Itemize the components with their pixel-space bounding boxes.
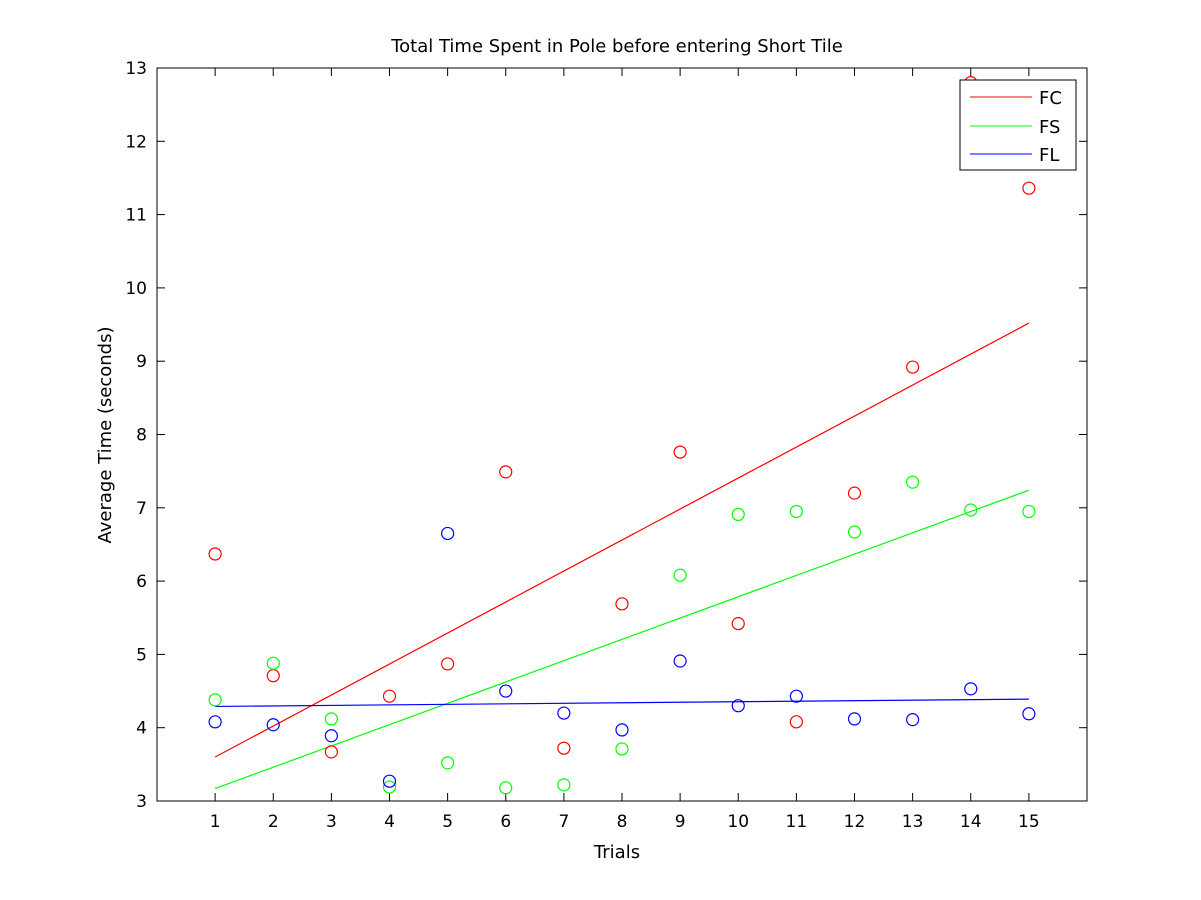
x-tick-label: 10: [727, 812, 749, 832]
point-fs: [731, 507, 745, 521]
point-fl: [673, 654, 687, 668]
point-fc: [731, 617, 745, 631]
point-fc: [441, 657, 455, 671]
y-tick-label: 11: [125, 206, 147, 226]
point-fl: [557, 706, 571, 720]
point-fc: [208, 547, 222, 561]
legend-label-fl: FL: [1039, 145, 1059, 166]
point-fl: [964, 682, 978, 696]
point-fl: [324, 729, 338, 743]
x-axis-label: Trials: [593, 842, 640, 863]
y-tick-label: 8: [136, 426, 147, 446]
x-tick-label: 15: [1018, 812, 1040, 832]
y-tick-label: 10: [125, 279, 147, 299]
point-fc: [557, 741, 571, 755]
trend-line-fl: [215, 698, 1029, 708]
y-tick-label: 13: [125, 59, 147, 79]
x-tick-label: 4: [384, 812, 395, 832]
trend-line-fs: [214, 489, 1030, 790]
point-fl: [1022, 707, 1036, 721]
point-fs: [382, 780, 397, 794]
point-fs: [847, 525, 862, 539]
point-fl: [906, 713, 920, 727]
point-fs: [906, 475, 920, 489]
point-fc: [615, 597, 629, 611]
point-fc: [382, 689, 397, 703]
point-fl: [847, 712, 862, 726]
point-fc: [847, 486, 862, 500]
y-axis-label: Average Time (seconds): [95, 326, 116, 543]
point-fc: [324, 745, 338, 759]
point-fs: [499, 781, 513, 795]
x-tick-label: 3: [326, 812, 337, 832]
x-tick-label: 1: [210, 812, 221, 832]
x-tick-label: 8: [617, 812, 628, 832]
y-tick-label: 7: [136, 499, 147, 519]
point-fs: [615, 742, 629, 756]
point-fl: [208, 715, 222, 729]
point-fs: [208, 693, 222, 707]
point-fs: [789, 504, 803, 519]
trend-lines: [214, 322, 1030, 790]
point-fs: [441, 756, 455, 770]
point-fs: [324, 712, 338, 726]
point-fc: [673, 445, 687, 459]
x-tick-label: 12: [844, 812, 866, 832]
point-fs: [964, 503, 978, 517]
point-fl: [789, 689, 803, 703]
trend-line-fc: [214, 322, 1030, 758]
legend-box: [959, 79, 1077, 171]
x-tick-label: 5: [442, 812, 453, 832]
plot-area: [156, 67, 1088, 802]
point-fc: [906, 360, 920, 374]
point-fs: [673, 568, 687, 582]
point-fl: [441, 526, 455, 541]
point-fs: [266, 656, 280, 670]
point-fc: [1022, 181, 1036, 195]
legend-label-fs: FS: [1039, 117, 1060, 138]
point-fl: [731, 699, 745, 713]
x-tick-label: 2: [268, 812, 279, 832]
point-fl: [266, 718, 280, 732]
point-fs: [557, 778, 571, 792]
x-tick-label: 6: [500, 812, 511, 832]
x-tick-label: 9: [675, 812, 686, 832]
y-tick-label: 6: [136, 572, 147, 592]
legend: FC FS FL: [959, 79, 1077, 171]
point-fc: [789, 715, 803, 729]
point-fc: [499, 465, 513, 479]
x-tick-label: 13: [902, 812, 924, 832]
legend-label-fc: FC: [1039, 88, 1062, 109]
x-tick-label: 7: [558, 812, 569, 832]
data-markers: [208, 76, 1036, 795]
y-tick-label: 3: [136, 792, 147, 812]
point-fl: [499, 684, 513, 698]
y-tick-label: 9: [136, 352, 147, 372]
y-tick-label: 12: [125, 132, 147, 152]
x-tick-label: 11: [786, 812, 808, 832]
x-tick-label: 14: [960, 812, 982, 832]
point-fs: [1022, 504, 1036, 519]
point-fl: [382, 774, 397, 788]
y-tick-label: 5: [136, 645, 147, 665]
y-tick-label: 4: [136, 719, 147, 739]
point-fl: [615, 723, 629, 737]
chart-title: Total Time Spent in Pole before entering…: [390, 36, 843, 57]
